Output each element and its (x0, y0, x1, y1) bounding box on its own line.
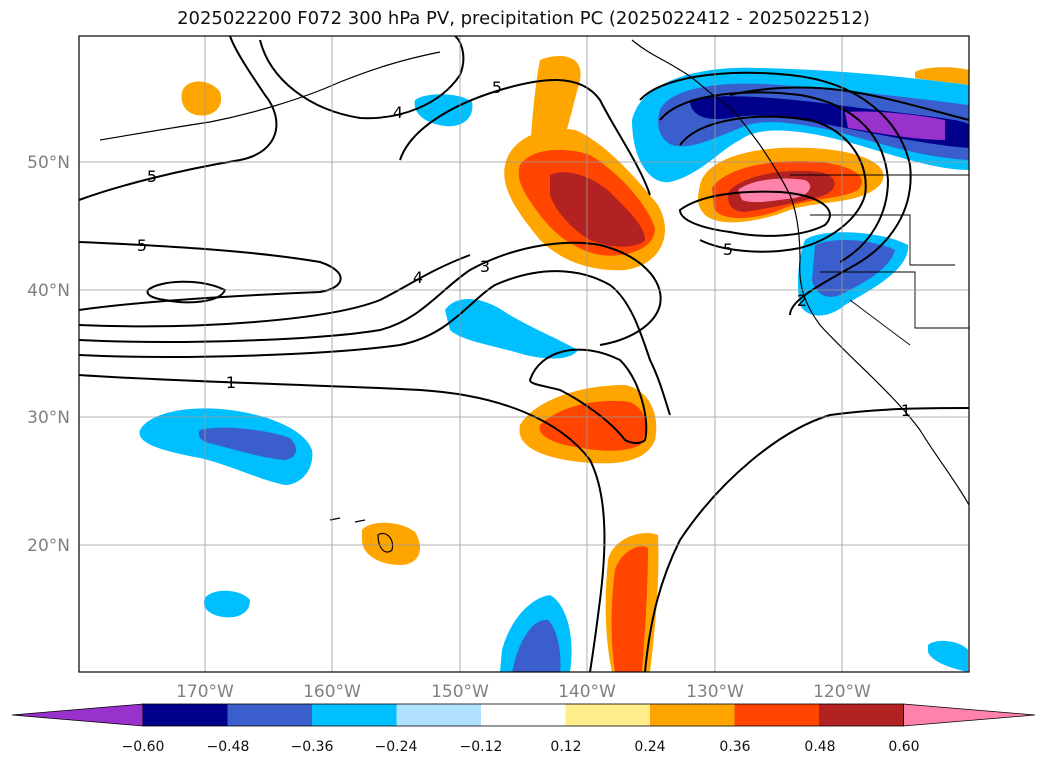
colorbar-extend-max (903, 703, 1036, 727)
positive-precip-small-ne (915, 67, 969, 85)
contour-label: 3 (480, 257, 490, 276)
negative-precip-gulf (414, 94, 473, 127)
map-plot-area: 5 4 5 5 4 3 5 2 1 1 (79, 36, 969, 672)
contour-label: 5 (137, 236, 147, 255)
lat-axis-labels: 50°N 40°N 30°N 20°N (27, 153, 70, 556)
borders (790, 174, 969, 346)
colorbar-segment (650, 704, 735, 726)
contour-nw-corner (729, 86, 969, 121)
contour-label: 1 (226, 373, 236, 392)
colorbar-segment (481, 704, 566, 726)
lon-label: 170°W (176, 682, 234, 702)
lon-label: 140°W (558, 682, 616, 702)
lon-label: 120°W (813, 682, 871, 702)
contour-1-lower (79, 374, 606, 672)
colorbar (11, 703, 1036, 727)
negative-precip-south-core (512, 619, 561, 672)
colorbar-labels: −0.60 −0.48 −0.36 −0.24 −0.12 0.12 0.24 … (122, 739, 920, 755)
border-ca-nv (849, 299, 911, 346)
pv-contours (79, 36, 969, 672)
border-wa-or (810, 214, 955, 266)
colorbar-tick-label: −0.60 (122, 739, 165, 755)
lat-label: 30°N (27, 408, 70, 428)
contour-4-west (79, 254, 471, 328)
colorbar-tick-label: 0.36 (719, 739, 750, 755)
coastline-north-america (631, 39, 969, 506)
negative-precip-midpac (445, 298, 578, 359)
contour-label: 5 (723, 240, 733, 259)
lon-label: 130°W (686, 682, 744, 702)
contour-nw-rings-3 (679, 115, 867, 253)
negative-precip-california-core (812, 239, 895, 297)
lat-label: 40°N (27, 281, 70, 301)
contour-labels: 5 4 5 5 4 3 5 2 1 1 (137, 78, 911, 420)
contour-5-north (79, 36, 278, 201)
contour-label: 2 (797, 291, 807, 310)
negative-precip-bc-max (845, 111, 945, 140)
colorbar-segment (819, 704, 904, 726)
gridlines (79, 36, 969, 672)
contour-label: 4 (413, 268, 423, 287)
contour-label: 5 (492, 78, 502, 97)
colorbar-frame (142, 703, 904, 727)
colorbar-tick-label: 0.48 (804, 739, 835, 755)
positive-precip-pnw-max (738, 178, 811, 203)
contour-label: 4 (393, 103, 403, 122)
positive-precip-subtropic-core (539, 400, 646, 451)
map-title: 2025022200 F072 300 hPa PV, precipitatio… (177, 8, 870, 29)
colorbar-segment (143, 704, 228, 726)
positive-precip-south-core (611, 546, 648, 672)
lon-axis-labels: 170°W 160°W 150°W 140°W 130°W 120°W (176, 682, 871, 702)
contour-1-right (644, 407, 969, 672)
colorbar-tick-label: −0.36 (291, 739, 334, 755)
colorbar-tick-label: −0.12 (460, 739, 503, 755)
contour-nw-rings-1 (639, 71, 912, 316)
negative-precip-small-se (928, 640, 968, 672)
positive-precip-aleutian (181, 81, 222, 116)
colorbar-segment (734, 704, 819, 726)
contour-label: 5 (147, 167, 157, 186)
contour-nw-rings-2 (659, 91, 890, 263)
colorbar-segment (227, 704, 312, 726)
coastline-aleutians (99, 51, 441, 141)
contour-5-closed (79, 241, 342, 311)
positive-precip-central-core (550, 172, 645, 247)
colorbar-segment (396, 704, 481, 726)
contour-3 (79, 241, 662, 346)
lon-label: 160°W (303, 682, 361, 702)
border-or-ca (820, 271, 969, 329)
lat-label: 50°N (27, 153, 70, 173)
lat-label: 20°N (27, 536, 70, 556)
contour-2 (79, 270, 671, 416)
colorbar-tick-label: 0.12 (550, 739, 581, 755)
contour-4-north (259, 36, 465, 120)
positive-precip-central-stem (530, 56, 581, 151)
contour-5-loop (399, 78, 651, 196)
contour-label: 1 (901, 401, 911, 420)
contour-subtropic-loop (528, 348, 648, 444)
colorbar-segment (565, 704, 650, 726)
contour-o-loop (146, 280, 227, 304)
positive-precip-hawaii (362, 522, 420, 565)
precip-shading (139, 56, 969, 672)
colorbar-tick-label: 0.60 (888, 739, 919, 755)
negative-precip-hawaii-nw-core (198, 427, 297, 460)
negative-precip-small-south (203, 590, 250, 618)
colorbar-extend-min (11, 703, 144, 727)
colorbar-tick-label: −0.24 (375, 739, 418, 755)
colorbar-segment (312, 704, 397, 726)
colorbar-tick-label: −0.48 (207, 739, 250, 755)
map-frame (78, 35, 970, 673)
colorbar-tick-label: 0.24 (634, 739, 665, 755)
contour-nw-rings-4 (678, 190, 831, 237)
lon-label: 150°W (431, 682, 489, 702)
